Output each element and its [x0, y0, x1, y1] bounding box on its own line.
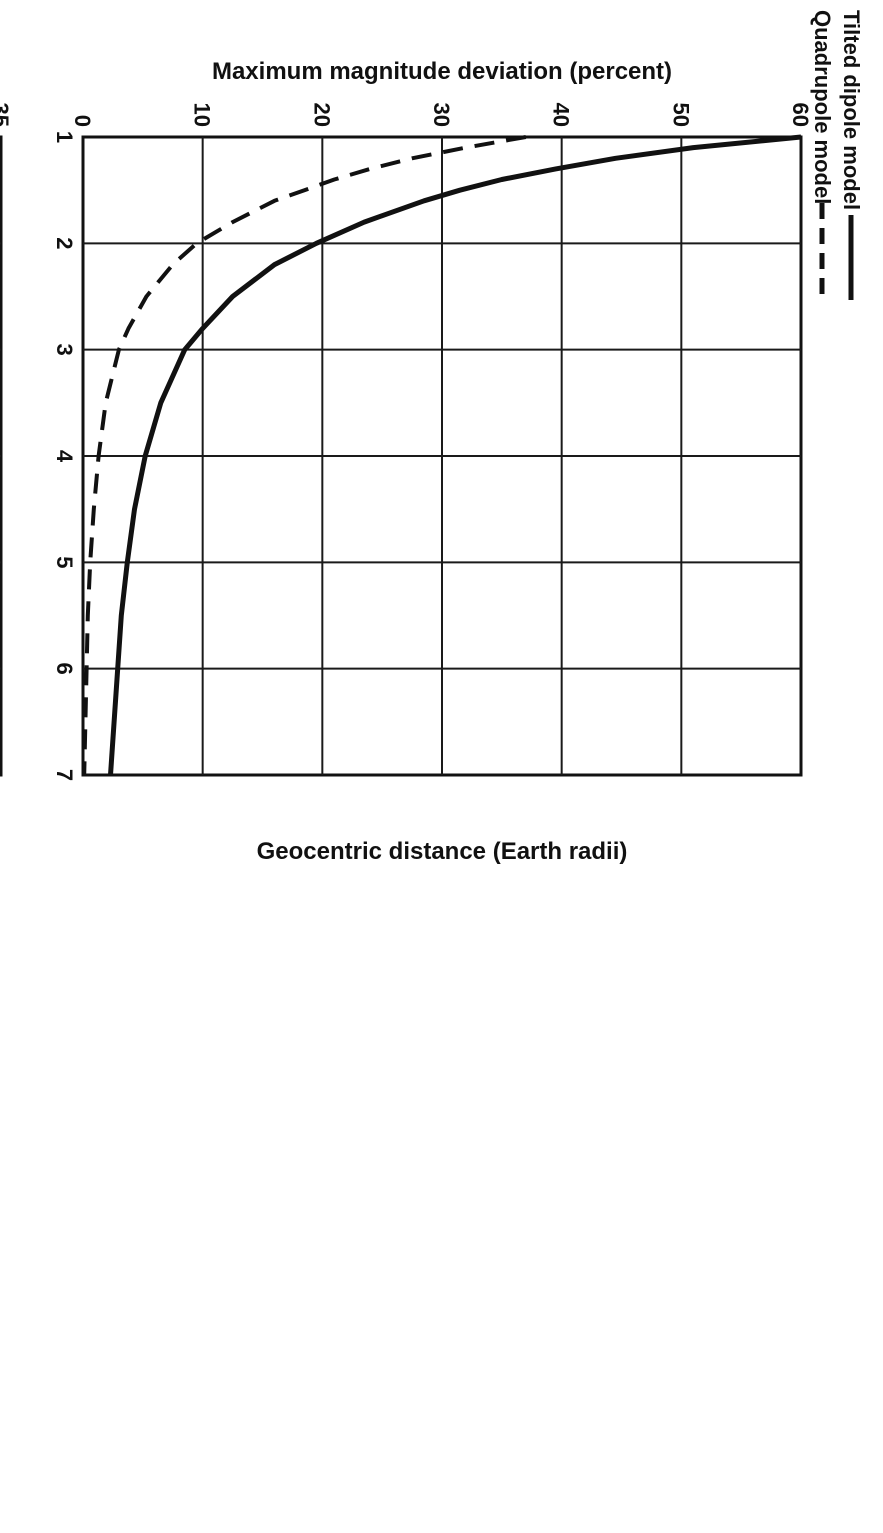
x-tick-label: 3: [52, 344, 77, 356]
y-tick-label: 40: [549, 103, 574, 127]
y-tick-label: 35: [0, 103, 13, 127]
magnitude-deviation-chart: 1 2 3 4 5 6 7 0 10 20 30 40 50 60 Maximum magnitude de…: [52, 58, 813, 865]
y-tick-label: 10: [190, 103, 215, 127]
legend: Tilted dipole model Quadrupole model: [810, 10, 864, 300]
x-axis-label: Geocentric distance (Earth radii): [257, 838, 628, 865]
x-tick-label: 2: [52, 237, 77, 249]
legend-label-quadrupole: Quadrupole model: [810, 10, 835, 204]
y-tick-label: 20: [309, 103, 334, 127]
y-tick-label: 50: [668, 103, 693, 127]
x-tick-label: 6: [52, 663, 77, 675]
x-tick-label: 1: [52, 131, 77, 143]
x-tick-label: 5: [52, 556, 77, 568]
series-line-tilted-dipole: [108, 134, 802, 776]
angular-deviation-chart: 123456705101520253035Maximum angular dev…: [0, 103, 13, 777]
y-tick-label: 30: [429, 103, 454, 127]
x-tick-label: 4: [52, 450, 77, 463]
series-line-quadrupole: [82, 135, 527, 776]
x-tick-label: 7: [52, 769, 77, 781]
y-axis-label: Maximum magnitude deviation (percent): [212, 58, 672, 85]
legend-label-tilted-dipole: Tilted dipole model: [839, 10, 864, 210]
y-tick-label: 0: [70, 115, 95, 127]
y-tick-label: 60: [788, 103, 813, 127]
